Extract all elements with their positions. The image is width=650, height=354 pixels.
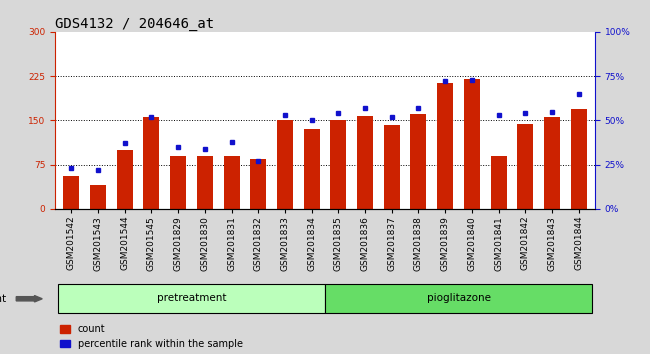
Bar — [325, 285, 592, 313]
Bar — [197, 156, 213, 209]
Bar — [330, 120, 346, 209]
Text: pioglitazone: pioglitazone — [426, 293, 491, 303]
Bar — [277, 120, 293, 209]
Bar — [144, 118, 159, 209]
Bar — [90, 185, 106, 209]
Bar — [410, 114, 426, 209]
Bar — [571, 109, 587, 209]
Bar — [250, 159, 266, 209]
Bar — [304, 129, 320, 209]
Bar — [58, 285, 325, 313]
Text: GDS4132 / 204646_at: GDS4132 / 204646_at — [55, 17, 214, 31]
Bar — [384, 125, 400, 209]
Bar — [437, 83, 453, 209]
Legend: count, percentile rank within the sample: count, percentile rank within the sample — [60, 324, 242, 349]
Bar — [357, 116, 373, 209]
Bar — [544, 118, 560, 209]
Bar — [491, 156, 506, 209]
Text: agent: agent — [0, 294, 6, 304]
Bar — [464, 79, 480, 209]
Bar — [170, 156, 186, 209]
Bar — [224, 156, 240, 209]
Bar — [117, 150, 133, 209]
Bar — [517, 125, 533, 209]
Bar — [63, 176, 79, 209]
Text: pretreatment: pretreatment — [157, 293, 226, 303]
